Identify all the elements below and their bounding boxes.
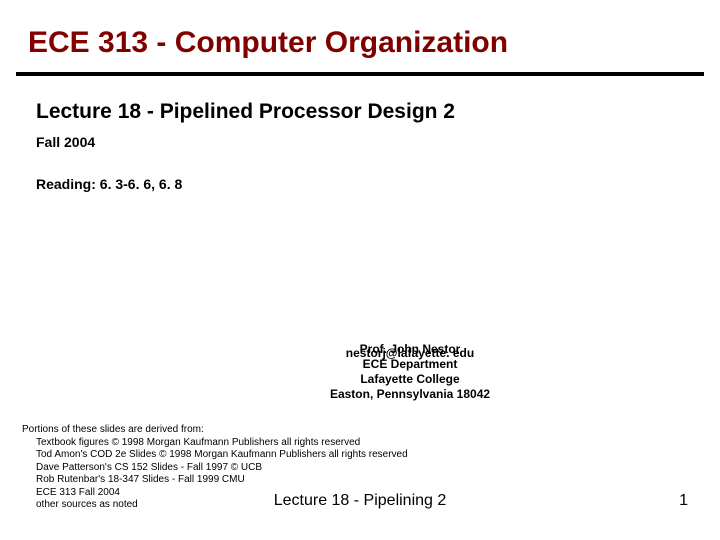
reading-label: Reading: 6. 3-6. 6, 6. 8 [0,150,720,192]
credits-line-2: Tod Amon's COD 2e Slides © 1998 Morgan K… [22,449,408,462]
footer-lecture-label: Lecture 18 - Pipelining 2 [0,492,720,510]
lecture-subtitle: Lecture 18 - Pipelined Processor Design … [0,76,720,124]
term-label: Fall 2004 [0,124,720,150]
page-title: ECE 313 - Computer Organization [0,0,720,68]
credits-line-3: Dave Patterson's CS 152 Slides - Fall 19… [22,462,408,475]
prof-college: Lafayette College [280,372,540,387]
prof-address: Easton, Pennsylvania 18042 [280,387,540,402]
prof-email: nestorj@lafayette. edu [280,346,540,360]
page-number: 1 [679,492,688,510]
credits-intro: Portions of these slides are derived fro… [22,424,408,437]
credits-line-1: Textbook figures © 1998 Morgan Kaufmann … [22,437,408,450]
credits-line-4: Rob Rutenbar's 18-347 Slides - Fall 1999… [22,474,408,487]
